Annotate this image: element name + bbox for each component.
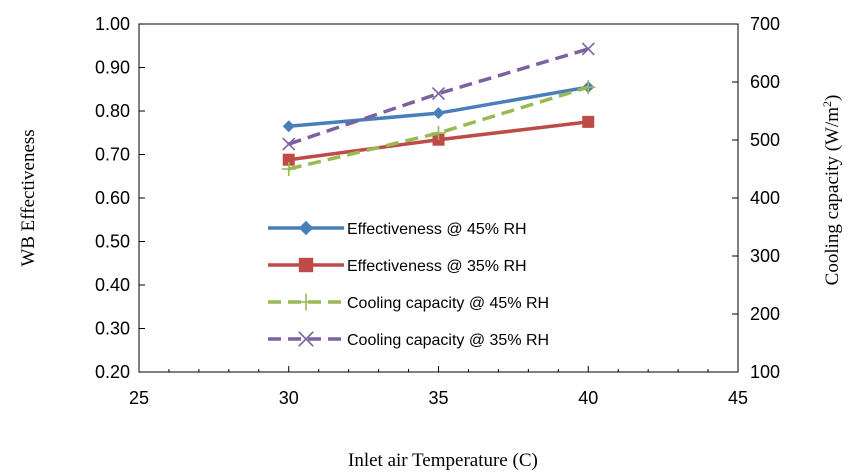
series-layer xyxy=(281,42,596,176)
x-tick-label: 25 xyxy=(129,388,149,408)
y-right-tick-label: 700 xyxy=(750,14,780,34)
y-right-tick-label: 100 xyxy=(750,362,780,382)
y-left-tick-label: 0.30 xyxy=(95,319,130,339)
y-axis-right-title-sup: 2 xyxy=(820,101,834,107)
legend-swatch-marker-b xyxy=(298,331,314,347)
y-left-tick-label: 0.90 xyxy=(95,58,130,78)
y-right-tick-label: 300 xyxy=(750,246,780,266)
y-right-tick-label: 400 xyxy=(750,188,780,208)
y-right-tick-label: 200 xyxy=(750,304,780,324)
y-left-tick-label: 0.80 xyxy=(95,101,130,121)
x-axis-title: Inlet air Temperature (C) xyxy=(348,450,538,471)
x-tick-label: 35 xyxy=(428,388,448,408)
legend-item-4: Cooling capacity @ 35% RH xyxy=(268,331,549,349)
legend-item-3: Cooling capacity @ 45% RH xyxy=(268,293,549,312)
x-tick-label: 30 xyxy=(279,388,299,408)
y-left-tick-label: 0.20 xyxy=(95,362,130,382)
series-2-point xyxy=(582,115,595,128)
series-4-line xyxy=(288,47,589,146)
series-4-point xyxy=(282,137,296,151)
series-3-point xyxy=(581,80,596,95)
legend-label: Cooling capacity @ 45% RH xyxy=(347,295,549,312)
y-axis-right-title: Cooling capacity (W/m2) xyxy=(820,95,843,286)
y-right-tick-label: 500 xyxy=(750,130,780,150)
y-left-tick-label: 0.50 xyxy=(95,232,130,252)
series-4-point xyxy=(581,42,595,56)
series-1 xyxy=(282,81,595,133)
x-tick-label: 40 xyxy=(578,388,598,408)
y-axis-right-title-main: Cooling capacity (W/m xyxy=(822,107,843,286)
series-3-point xyxy=(431,126,446,141)
series-4-point-b xyxy=(581,42,595,56)
x-tick-label: 45 xyxy=(728,388,748,408)
series-4 xyxy=(282,42,595,151)
series-3-line xyxy=(288,85,589,171)
y-axis-left-title: WB Effectiveness xyxy=(18,129,39,266)
series-4-point-b xyxy=(431,87,446,101)
series-1-point xyxy=(432,107,445,120)
series-4-point-b xyxy=(282,137,296,151)
series-3 xyxy=(281,80,596,176)
legend-item-2: Effectiveness @ 35% RH xyxy=(268,257,527,275)
legend-label: Effectiveness @ 35% RH xyxy=(347,258,527,275)
legend-item-1: Effectiveness @ 45% RH xyxy=(268,220,527,238)
y-right-tick-label: 600 xyxy=(750,72,780,92)
y-left-tick-label: 0.40 xyxy=(95,275,130,295)
y-left-tick-label: 1.00 xyxy=(95,14,130,34)
ticks-layer: 25 30 35 40 45 0.20 0.30 0.40 0.50 0.60 0.70 0.80 0.… xyxy=(95,14,780,408)
y-axis-right-title-end: ) xyxy=(822,95,843,101)
plot-area xyxy=(138,23,739,373)
legend: Effectiveness @ 45% RH Effectiveness @ 35… xyxy=(268,220,549,349)
series-4-point xyxy=(431,87,446,101)
legend-swatch-marker xyxy=(298,220,314,236)
legend-label: Effectiveness @ 45% RH xyxy=(347,221,527,238)
legend-swatch-marker xyxy=(298,257,314,273)
legend-swatch-marker xyxy=(298,331,314,347)
y-left-tick-label: 0.60 xyxy=(95,188,130,208)
legend-swatch-marker xyxy=(297,293,315,311)
series-3-point xyxy=(281,162,296,176)
legend-label: Cooling capacity @ 35% RH xyxy=(347,332,549,349)
series-2-point xyxy=(282,153,295,166)
y-left-tick-label: 0.70 xyxy=(95,145,130,165)
series-1-point xyxy=(282,120,295,133)
